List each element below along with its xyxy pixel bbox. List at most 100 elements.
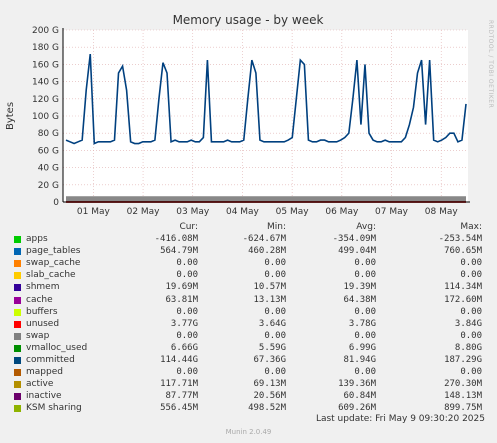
legend-min: 10.57M: [253, 282, 286, 293]
legend-avg: 19.39M: [343, 282, 376, 293]
legend-row: shmem 19.69M 10.57M 19.39M 114.34M: [14, 282, 484, 294]
legend-min: 498.52M: [248, 403, 286, 414]
legend-swatch: [14, 320, 21, 328]
legend-min: 0.00: [264, 367, 286, 378]
legend-min: -624.67M: [242, 234, 286, 244]
y-tick-label: 140 G: [32, 78, 59, 88]
y-tick-label: 180 G: [32, 43, 59, 53]
legend-max: 0.00: [460, 306, 482, 317]
legend-name: shmem: [26, 282, 60, 293]
legend-row: page_tables 564.79M 460.28M 499.04M 760.65M: [14, 246, 484, 258]
legend-max: 172.60M: [444, 294, 482, 305]
legend-min: 5.59G: [258, 342, 286, 353]
legend-cur: 0.00: [176, 367, 198, 378]
legend-cur: 556.45M: [160, 403, 198, 414]
legend-avg: 0.00: [354, 330, 376, 341]
plot-area: [63, 30, 468, 202]
legend-avg: 499.04M: [338, 246, 376, 257]
legend-min: 3.64G: [258, 318, 286, 329]
legend-avg: 81.94G: [343, 355, 376, 365]
legend-min: 460.28M: [248, 246, 286, 257]
legend-min: 67.36G: [253, 355, 286, 365]
legend-max: -253.54M: [438, 234, 482, 244]
legend-row: apps -416.08M -624.67M -354.09M -253.54M: [14, 234, 484, 246]
y-tick-label: 120 G: [32, 95, 59, 105]
y-axis-label: Bytes: [5, 102, 16, 130]
legend-swatch: [14, 357, 21, 364]
legend-max: 270.30M: [444, 379, 482, 390]
legend-min: 0.00: [264, 258, 286, 269]
legend-min: 0.00: [264, 330, 286, 341]
legend-row: swap 0.00 0.00 0.00 0.00: [14, 331, 484, 343]
y-tick-labels: 0 20 G 40 G 60 G 80 G 100 G 120 G 140 G 160 G 180…: [32, 26, 59, 208]
legend-max: 3.84G: [454, 318, 482, 329]
munin-version: Munin 2.0.49: [225, 428, 272, 436]
legend-avg: -354.09M: [332, 234, 376, 244]
legend-avg: 0.00: [354, 270, 376, 281]
legend-cur: 114.44G: [160, 355, 198, 365]
legend-row: cache 63.81M 13.13M 64.38M 172.60M: [14, 295, 484, 307]
legend-avg: 6.99G: [348, 342, 376, 353]
legend-min: 20.56M: [253, 391, 286, 402]
legend-avg: 60.84M: [343, 391, 376, 402]
legend-row: slab_cache 0.00 0.00 0.00 0.00: [14, 270, 484, 282]
legend-avg: 0.00: [354, 367, 376, 378]
y-tick-label: 200 G: [32, 26, 59, 36]
legend-cur: 19.69M: [165, 282, 198, 293]
legend-name: unused: [26, 318, 60, 329]
rrdtool-credit: RRDTOOL / TOBI OETIKER: [487, 20, 494, 109]
legend-cur: 6.66G: [170, 342, 198, 353]
legend-max: 114.34M: [444, 282, 482, 293]
legend-avg: 0.00: [354, 258, 376, 269]
legend-name: slab_cache: [26, 270, 76, 281]
legend-cur: 0.00: [176, 270, 198, 281]
legend-name: KSM sharing: [26, 403, 82, 414]
legend-row: buffers 0.00 0.00 0.00 0.00: [14, 307, 484, 319]
x-tick-label: 04 May: [226, 207, 260, 217]
header-max: Max:: [460, 222, 482, 232]
x-tick-label: 08 May: [425, 207, 459, 217]
legend-name: active: [26, 379, 54, 390]
legend-swatch: [14, 260, 21, 268]
legend-min: 0.00: [264, 270, 286, 281]
legend-name: apps: [26, 234, 48, 244]
legend-swatch: [14, 248, 21, 256]
legend-swatch: [14, 369, 21, 377]
x-tick-label: 05 May: [276, 207, 310, 217]
legend-cur: 63.81M: [165, 294, 198, 305]
legend-avg: 3.78G: [348, 318, 376, 329]
y-tick-label: 20 G: [38, 181, 59, 191]
legend-swatch: [14, 296, 21, 304]
legend-name: swap_cache: [26, 258, 81, 269]
legend-cur: 0.00: [176, 306, 198, 317]
header-cur: Cur:: [179, 222, 198, 232]
legend-header: Cur: Min: Avg: Max:: [14, 222, 484, 234]
legend-row: committed 114.44G 67.36G 81.94G 187.29G: [14, 355, 484, 367]
legend-cur: 87.77M: [165, 391, 198, 402]
x-tick-label: 06 May: [325, 207, 359, 217]
legend-max: 899.75M: [444, 403, 482, 414]
legend-name: vmalloc_used: [26, 342, 88, 353]
memory-chart: Memory usage - by week Bytes 0 20 G 40 G 60…: [5, 13, 470, 217]
legend-max: 148.13M: [444, 391, 482, 402]
legend-swatch: [14, 381, 21, 389]
legend-min: 13.13M: [253, 294, 286, 305]
legend-swatch: [14, 393, 21, 401]
header-min: Min:: [266, 222, 286, 232]
x-tick-label: 03 May: [176, 207, 210, 217]
legend-min: 69.13M: [253, 379, 286, 390]
legend-avg: 64.38M: [343, 294, 376, 305]
legend-max: 0.00: [460, 330, 482, 341]
legend-name: swap: [26, 330, 50, 341]
legend-cur: 0.00: [176, 330, 198, 341]
header-avg: Avg:: [356, 222, 376, 232]
legend-row: KSM sharing 556.45M 498.52M 609.26M 899.75M: [14, 403, 484, 415]
x-tick-label: 02 May: [127, 207, 161, 217]
legend-row: active 117.71M 69.13M 139.36M 270.30M: [14, 379, 484, 391]
legend-swatch: [14, 332, 21, 340]
y-tick-label: 80 G: [38, 129, 59, 139]
legend-swatch: [14, 272, 21, 280]
x-tick-label: 01 May: [77, 207, 111, 217]
legend-cur: 564.79M: [160, 246, 198, 257]
